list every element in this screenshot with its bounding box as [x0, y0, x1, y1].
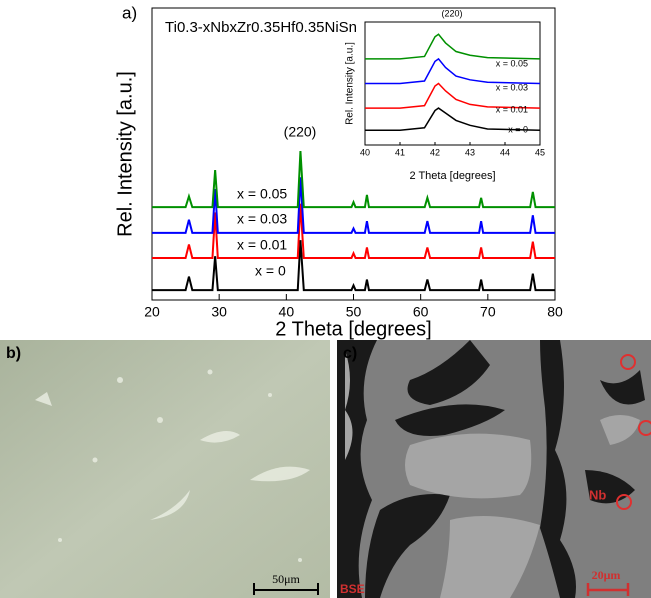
series-label: x = 0.05 [496, 58, 528, 68]
y-axis-label: Rel. Intensity [a.u.] [114, 71, 136, 237]
marker-circle [616, 494, 632, 510]
panel-label: c) [343, 345, 357, 362]
series-label: x = 0.05 [237, 186, 287, 202]
x-tick-label: 70 [480, 303, 496, 319]
x-tick-label: 41 [395, 147, 405, 157]
panel-label: b) [6, 345, 21, 362]
series-label: x = 0.01 [496, 104, 528, 114]
peak-annotation: (220) [441, 8, 462, 18]
x-tick-label: 45 [535, 147, 545, 157]
x-tick-label: 20 [144, 303, 160, 319]
x-tick-label: 42 [430, 147, 440, 157]
series-line [365, 82, 541, 109]
x-tick-label: 44 [500, 147, 510, 157]
micrograph-b: b) 50μm [0, 340, 330, 598]
dendrites [345, 350, 640, 598]
series-line [365, 57, 541, 85]
x-tick-label: 40 [279, 303, 295, 319]
inset-chart: 40 41 42 43 44 45 2 Theta [degrees] Rel. Intens… [345, 8, 545, 182]
series-label: x = 0.03 [237, 211, 287, 227]
x-tick-label: 40 [360, 147, 370, 157]
x-tick-label: 80 [547, 303, 563, 319]
x-axis-label: 2 Theta [degrees] [409, 170, 495, 182]
annotation: BSE [340, 582, 365, 596]
series-label: x = 0 [508, 124, 528, 134]
annotation: Nb [589, 487, 606, 502]
x-tick-label: 43 [465, 147, 475, 157]
series-line [152, 177, 555, 234]
series-label: x = 0.03 [496, 82, 528, 92]
series-line [152, 151, 555, 209]
marker-circle [620, 354, 636, 370]
series-line [152, 240, 555, 292]
x-axis-label: 2 Theta [degrees] [275, 318, 431, 340]
main-chart: 20 30 40 50 60 70 80 2 Theta [degrees] Rel. Inte… [114, 3, 563, 340]
marker-circle [638, 420, 651, 436]
image-texture [337, 340, 645, 598]
y-axis-label: Rel. Intensity [a.u.] [345, 42, 356, 125]
x-tick-label: 30 [211, 303, 227, 319]
scale-label: 50μm [272, 572, 300, 586]
micrograph-c: c) Nb BSE 20μm [337, 340, 651, 598]
series-line [365, 107, 541, 131]
series-label: x = 0.01 [237, 237, 287, 253]
series-line [365, 33, 541, 60]
panel-label: a) [122, 3, 137, 22]
series-line [152, 203, 555, 259]
scale-label: 20μm [592, 568, 621, 582]
x-tick-label: 60 [413, 303, 429, 319]
image-texture [35, 369, 310, 562]
chart-title: Ti0.3-xNbxZr0.35Hf0.35NiSn [165, 19, 357, 36]
peak-annotation: (220) [284, 124, 317, 140]
series-label: x = 0 [255, 263, 286, 279]
x-tick-label: 50 [346, 303, 362, 319]
